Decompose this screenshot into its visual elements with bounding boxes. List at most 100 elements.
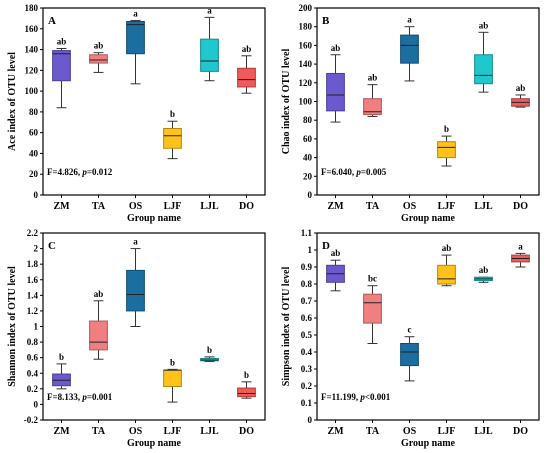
panel-c-letter: C [48, 240, 56, 252]
panel-a-xtick-label: LJL [200, 201, 219, 212]
panel-a-ytick-label: 180 [25, 3, 39, 13]
panel-c-sig-letter-os: a [133, 237, 138, 247]
panel-b-xtick-label: TA [366, 201, 380, 212]
panel-b-letter: B [322, 15, 330, 27]
panel-b-ytick-label: 0 [308, 190, 313, 200]
panel-c-sig-letter-ta: ab [94, 289, 104, 299]
panel-a-sig-letter-do: ab [242, 44, 252, 54]
panel-b-y-axis-title: Chao index of OTU level [281, 49, 292, 155]
panel-a-box-ta [89, 54, 108, 64]
panel-d-ytick-label: 0 [308, 415, 313, 425]
panel-d-ytick-label: 0.6 [301, 313, 313, 323]
panel-d-letter: D [322, 240, 330, 252]
panel-b-stat-annotation: F=6.040, p=0.005 [321, 167, 387, 177]
panel-b-box-zm [326, 72, 345, 112]
panel-a-stat-annotation: F=4.826, p=0.012 [47, 167, 113, 177]
panel-d-ytick-label: 1 [308, 245, 313, 255]
panel-b-x-axis-title: Group name [401, 213, 456, 224]
panel-d-sig-letter-zm: ab [331, 248, 341, 258]
panel-b-ytick-label: 100 [299, 97, 313, 107]
panel-c-xtick-label: LJL [200, 426, 219, 437]
panel-b-box-ta [363, 98, 382, 116]
panel-c-ytick-label: 1.8 [27, 259, 39, 269]
panel-d-ytick-label: 0.5 [301, 330, 313, 340]
panel-c-sig-letter-zm: b [59, 352, 64, 362]
panel-b-ytick-label: 80 [303, 115, 313, 125]
panel-d-xtick-label: OS [403, 426, 417, 437]
panel-c-box-ljf [163, 369, 182, 387]
panel-b-xtick-label: ZM [327, 201, 344, 212]
panel-a-sig-letter-zm: ab [57, 37, 67, 47]
panel-b-xtick-label: DO [513, 201, 528, 212]
panel-a-plot-frame [42, 7, 266, 196]
panel-c-ytick-label: 1 [34, 322, 39, 332]
panel-c-ytick-label: 2 [34, 244, 39, 254]
panel-c-ytick-label: 1.6 [27, 275, 39, 285]
panel-d-x-axis-title: Group name [401, 438, 456, 449]
panel-d-box-ta [363, 293, 382, 324]
panel-a-box-os [126, 21, 145, 55]
panel-c-ytick-label: 2.2 [27, 228, 39, 238]
panel-c-ytick-label: 0.4 [27, 368, 39, 378]
panel-b-sig-letter-ta: ab [368, 73, 378, 83]
panel-a-xtick-label: LJF [164, 201, 182, 212]
panel-c-box-do [237, 387, 256, 398]
panel-c-box-os [126, 269, 145, 312]
panel-a-x-axis-title: Group name [127, 213, 182, 224]
panel-d-ytick-label: 0.3 [301, 364, 313, 374]
panel-c-sig-letter-do: b [244, 370, 249, 380]
panel-b-ytick-label: 20 [303, 171, 313, 181]
panel-b-sig-letter-ljl: ab [479, 20, 489, 30]
panel-a-ytick-label: 120 [25, 65, 39, 75]
panel-a-sig-letter-ta: ab [94, 41, 104, 51]
panel-d-xtick-label: LJL [474, 426, 493, 437]
panel-a-ytick-label: 140 [25, 45, 39, 55]
panel-c-sig-letter-ljf: b [170, 357, 175, 367]
panel-a-sig-letter-ljl: a [207, 5, 212, 15]
panel-d-plot-frame [316, 232, 540, 421]
panel-a-xtick-label: ZM [53, 201, 70, 212]
panel-c-xtick-label: LJF [164, 426, 182, 437]
panel-d-y-axis-title: Simpson index of OTU level [281, 267, 292, 387]
panel-c-ytick-label: 1.4 [27, 290, 39, 300]
panel-b-ytick-label: 160 [299, 40, 313, 50]
panel-a-box-do [237, 67, 256, 88]
panel-a-ytick-label: 80 [29, 107, 39, 117]
panel-b-ytick-label: 120 [299, 78, 313, 88]
panel-c-ytick-label: 0.6 [27, 353, 39, 363]
panel-d-stat-annotation: F=11.199, p<0.001 [321, 392, 391, 402]
panel-c-x-axis-title: Group name [127, 438, 182, 449]
panel-b-ytick-label: 180 [299, 22, 313, 32]
panel-b-ytick-label: 60 [303, 134, 313, 144]
panel-c-y-axis-title: Shannon index of OTU level [7, 266, 18, 387]
panel-c-ytick-label: 0.2 [27, 384, 39, 394]
panel-a-xtick-label: DO [239, 201, 254, 212]
panel-d: 0 0.1 0.2 0.3 0.4 0.5 0.6 0.7 0.8 0.9 1 1.1 ZM TA OS LJ… [281, 228, 540, 449]
panel-a-box-zm [52, 50, 71, 82]
panel-c-xtick-label: ZM [53, 426, 70, 437]
panel-a-box-ljl [200, 38, 219, 72]
panel-b-ytick-label: 140 [299, 59, 313, 69]
panel-c-ytick-label: 1.2 [27, 306, 39, 316]
panel-d-sig-letter-do: a [518, 241, 523, 251]
panel-a-ytick-label: 20 [29, 169, 39, 179]
panel-a-ytick-label: 160 [25, 24, 39, 34]
panel-a-ytick-label: 40 [29, 148, 39, 158]
panel-d-ytick-label: 0.4 [301, 347, 313, 357]
panel-a-box-ljf [163, 128, 182, 149]
panel-d-ytick-label: 1.1 [301, 228, 313, 238]
panel-d-xtick-label: ZM [327, 426, 344, 437]
panel-d-ytick-label: 0.8 [301, 279, 313, 289]
panel-b-sig-letter-os: a [407, 15, 412, 25]
panel-a-xtick-label: TA [92, 201, 106, 212]
panel-d-xtick-label: DO [513, 426, 528, 437]
panel-d-sig-letter-ljl: ab [479, 265, 489, 275]
panel-d-box-ljf [437, 264, 456, 285]
panel-a-xtick-label: OS [129, 201, 143, 212]
panel-c-sig-letter-ljl: b [207, 345, 212, 355]
panel-a-letter: A [48, 15, 56, 27]
panel-b-box-os [400, 34, 419, 64]
panel-b-sig-letter-ljf: b [444, 124, 449, 134]
